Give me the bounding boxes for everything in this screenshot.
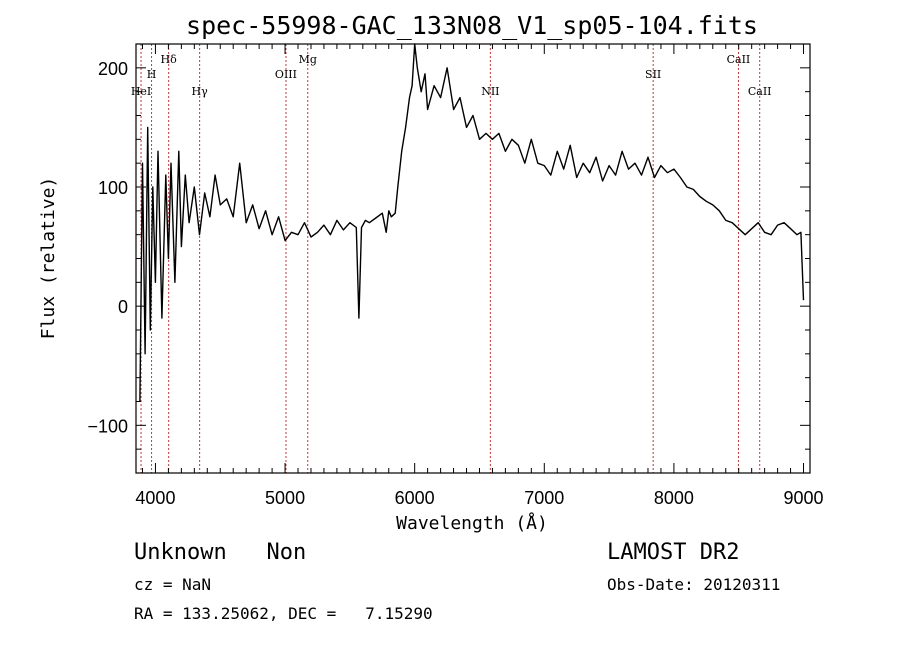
object-class-text: Unknown Non [134,540,307,565]
y-tick-label: 100 [98,178,128,198]
y-axis-label: Flux (relative) [38,177,59,340]
spectrum-chart: spec-55998-GAC_133N08_V1_sp05-104.fits H… [38,11,824,534]
x-tick-label: 5000 [265,488,305,508]
x-tick-label: 6000 [395,488,435,508]
coordinates-text: RA = 133.25062, DEC = 7.15290 [134,604,433,623]
axis-ticks [136,43,810,474]
chart-title: spec-55998-GAC_133N08_V1_sp05-104.fits [186,11,758,40]
y-tick-label: −100 [87,416,128,436]
spectral-line-label: NII [481,85,499,98]
plot-frame [135,43,811,474]
spectral-line-label: HeI [131,85,151,98]
spectral-line-label: Hγ [192,85,209,98]
spectral-line-label: Mg [299,53,317,66]
x-tick-label: 7000 [524,488,564,508]
axis-tick-labels: 4000 5000 6000 7000 8000 9000 −100 0 100 200 [87,59,823,508]
spectrum-series-line [139,43,805,402]
y-tick-label: 0 [118,297,128,317]
spectral-line-label: CaII [727,53,751,66]
x-tick-label: 9000 [783,488,823,508]
spectral-line-label: H [147,68,157,81]
redshift-text: cz = NaN [134,575,212,594]
x-tick-label: 8000 [654,488,694,508]
spectral-line-label: SII [645,68,661,81]
survey-name-text: LAMOST DR2 [607,540,740,565]
spectral-line-label: CaII [748,85,772,98]
spectral-line-label: OIII [275,68,297,81]
spectral-line-label: Hδ [161,53,178,66]
y-tick-label: 200 [98,59,128,79]
obs-date-text: Obs-Date: 20120311 [607,575,781,594]
x-tick-label: 4000 [135,488,175,508]
x-axis-label: Wavelength (Å) [396,512,548,534]
